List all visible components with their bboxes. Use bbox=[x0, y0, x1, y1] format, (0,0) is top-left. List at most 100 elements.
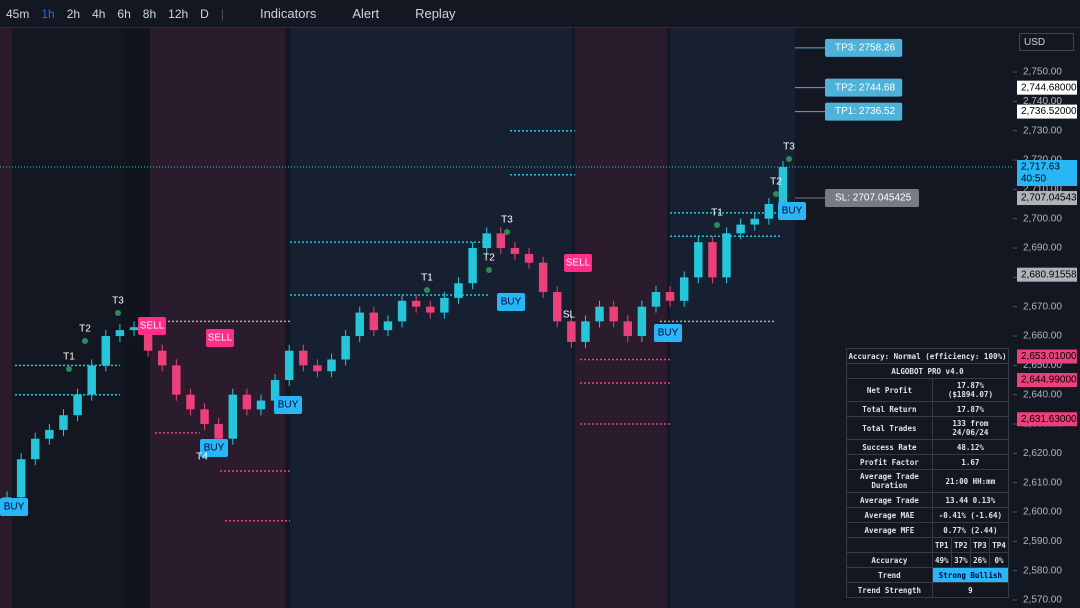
accuracy-cell: 0% bbox=[988, 552, 1010, 568]
row-label: Profit Factor bbox=[846, 454, 933, 470]
row-label: Total Return bbox=[846, 401, 933, 417]
table-row: Accuracy: Normal (efficiency: 100%) bbox=[846, 348, 1009, 364]
table-row: Average Trade Duration 21:00 HH:mm bbox=[846, 469, 1010, 493]
separator: | bbox=[220, 6, 224, 21]
row-value: 1.67 bbox=[931, 454, 1010, 470]
signal-box bbox=[138, 317, 166, 335]
signal-box bbox=[778, 202, 806, 220]
price-tag-label: 2,707.04543 bbox=[1021, 193, 1077, 204]
target-dot bbox=[504, 229, 510, 235]
indicators-button[interactable]: Indicators bbox=[259, 6, 317, 21]
candle bbox=[538, 262, 548, 293]
table-row: Average MAE -0.41% (-1.64) bbox=[846, 507, 1010, 523]
candle bbox=[101, 336, 111, 366]
candle bbox=[679, 277, 689, 301]
level-label: TP1: 2736.52 bbox=[835, 106, 895, 117]
price-tag bbox=[1017, 412, 1077, 427]
candle bbox=[383, 321, 393, 331]
interval-button[interactable]: D bbox=[200, 6, 209, 21]
row-value: 17.87% bbox=[931, 401, 1010, 417]
interval-button[interactable]: 4h bbox=[92, 6, 106, 21]
candle bbox=[750, 218, 759, 225]
candle bbox=[16, 459, 26, 498]
candle bbox=[284, 350, 294, 381]
candle bbox=[172, 365, 181, 395]
table-row: Accuracy 49% 37% 26% 0% bbox=[846, 552, 1010, 568]
price-tag-label: 2,744.68000 bbox=[1021, 82, 1077, 93]
candle bbox=[228, 394, 237, 439]
target-label: SL bbox=[563, 310, 576, 321]
row-label: Average MFE bbox=[846, 522, 933, 538]
candle bbox=[609, 306, 618, 322]
price-tag-label: 2,680.91558 bbox=[1021, 269, 1077, 280]
y-tick-label: 2,620.00 bbox=[1023, 448, 1062, 459]
y-tick-label: 2,750.00 bbox=[1023, 67, 1062, 78]
trend-value: Strong Bullish bbox=[931, 567, 1010, 583]
candle bbox=[454, 283, 463, 298]
interval-button[interactable]: 8h bbox=[142, 6, 157, 21]
candle bbox=[778, 167, 788, 205]
replay-button[interactable]: Replay bbox=[415, 6, 456, 21]
countdown: 40:50 bbox=[1021, 174, 1046, 185]
row-value: 9 bbox=[931, 582, 1010, 598]
currency-select[interactable]: USD bbox=[1019, 33, 1074, 51]
candle bbox=[623, 321, 632, 337]
candle bbox=[242, 394, 252, 410]
row-label: Average MAE bbox=[846, 507, 933, 523]
candle bbox=[87, 365, 96, 395]
interval-button[interactable]: 2h bbox=[66, 6, 81, 21]
target-dot bbox=[115, 310, 121, 316]
interval-button[interactable]: 1h bbox=[41, 6, 55, 21]
candle bbox=[115, 330, 125, 337]
table-row: Trend Strong Bullish bbox=[846, 567, 1010, 583]
candle bbox=[341, 336, 350, 360]
signal-box bbox=[497, 293, 525, 311]
signal-label: BUY bbox=[4, 502, 25, 513]
table-header: Accuracy: Normal (efficiency: 100%) bbox=[846, 348, 1009, 364]
candle bbox=[736, 224, 745, 234]
level-label: TP2: 2744.68 bbox=[835, 82, 895, 93]
target-label: T3 bbox=[112, 296, 124, 307]
table-row: Total Return 17.87% bbox=[846, 401, 1010, 417]
price-tag bbox=[1017, 104, 1077, 119]
price-tag bbox=[1017, 349, 1077, 364]
level-label: SL: 2707.045425 bbox=[835, 193, 912, 204]
y-tick-label: 2,610.00 bbox=[1023, 477, 1062, 488]
y-tick-label: 2,700.00 bbox=[1023, 213, 1062, 224]
signal-label: SELL bbox=[566, 258, 591, 269]
price-tag bbox=[1017, 267, 1077, 282]
candle bbox=[270, 380, 280, 401]
price-tag-label: 2,653.01000 bbox=[1021, 351, 1077, 362]
zone bbox=[670, 28, 795, 608]
candle bbox=[708, 242, 717, 278]
y-tick-label: 2,710.00 bbox=[1023, 184, 1062, 195]
candle bbox=[440, 297, 449, 313]
interval-button[interactable]: 6h bbox=[117, 6, 131, 21]
price-tag bbox=[1017, 160, 1077, 187]
y-tick-label: 2,690.00 bbox=[1023, 243, 1062, 254]
tp-header: TP2 bbox=[950, 537, 971, 553]
table-row: Total Trades 133 from 24/06/24 bbox=[846, 416, 1010, 440]
interval-button[interactable]: 45m bbox=[6, 6, 30, 21]
signal-label: SELL bbox=[140, 321, 165, 332]
target-label: T3 bbox=[783, 142, 795, 153]
row-label: Net Profit bbox=[846, 378, 933, 402]
target-dot bbox=[66, 366, 72, 372]
target-dot bbox=[773, 191, 779, 197]
row-label: Total Trades bbox=[846, 416, 933, 440]
candle bbox=[45, 429, 54, 439]
table-row: Profit Factor 1.67 bbox=[846, 454, 1010, 470]
table-row: Average Trade 13.44 0.13% bbox=[846, 492, 1010, 508]
candle bbox=[482, 233, 491, 249]
table-row: ALGOBOT PRO v4.0 bbox=[846, 363, 1009, 379]
alert-button[interactable]: Alert bbox=[352, 6, 380, 21]
candle bbox=[158, 350, 167, 366]
level-box bbox=[825, 38, 903, 57]
candle bbox=[327, 359, 336, 372]
level-box bbox=[825, 189, 919, 208]
row-label: Success Rate bbox=[846, 439, 933, 455]
candle bbox=[129, 327, 139, 331]
interval-button[interactable]: 12h bbox=[168, 6, 189, 21]
price-tag bbox=[1017, 80, 1077, 95]
